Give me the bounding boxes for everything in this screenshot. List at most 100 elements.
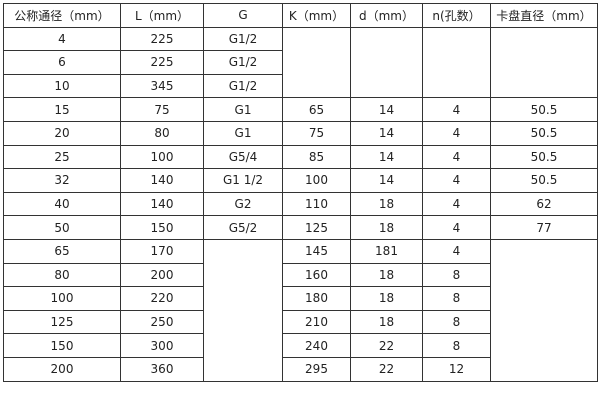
cell-d: 18 [350,215,423,240]
cell-nominal-diameter: 150 [3,333,121,358]
cell-length: 225 [120,50,204,75]
cell-k: 75 [282,120,351,146]
header-thread-g: G [203,3,283,28]
cell-thread-g: G1 [203,120,283,146]
cell-d: 14 [350,168,423,193]
cell-thread-g: G1/2 [203,50,283,75]
cell-length: 220 [120,286,204,311]
cell-length: 80 [120,120,204,146]
cell-d: 14 [350,144,423,170]
cell-length: 250 [120,309,204,335]
cell-hole-count: 4 [422,191,491,217]
cell-k [282,26,351,99]
cell-thread-g: G5/2 [203,215,283,240]
cell-nominal-diameter: 15 [3,97,121,122]
cell-hole-count: 8 [422,333,491,358]
table-row: 25 100 G5/4 85 14 4 50.5 [3,144,598,170]
cell-nominal-diameter: 100 [3,286,121,311]
cell-nominal-diameter: 25 [3,144,121,170]
cell-hole-count: 4 [422,215,491,240]
cell-hole-count: 4 [422,97,491,122]
cell-nominal-diameter: 20 [3,120,121,146]
table-row: 200 360 295 22 12 [3,356,598,382]
cell-chuck-diameter: 50.5 [490,144,598,170]
cell-nominal-diameter: 4 [3,26,121,52]
cell-k: 240 [282,333,351,358]
header-row: 公称通径（mm） L（mm） G K（mm） d（mm） n(孔数） 卡盘直径（mm） [3,3,598,28]
table-row: 40 140 G2 110 18 4 62 [3,191,598,217]
cell-d: 181 [350,238,423,264]
header-d: d（mm） [350,3,423,28]
cell-nominal-diameter: 6 [3,50,121,75]
cell-hole-count: 8 [422,286,491,311]
cell-length: 100 [120,144,204,170]
cell-chuck-diameter: 50.5 [490,168,598,193]
cell-d: 14 [350,120,423,146]
cell-length: 170 [120,238,204,264]
cell-d: 18 [350,286,423,311]
cell-nominal-diameter: 32 [3,168,121,193]
header-k: K（mm） [282,3,351,28]
cell-d: 18 [350,191,423,217]
cell-k: 180 [282,286,351,311]
cell-thread-g: G2 [203,191,283,217]
cell-hole-count: 8 [422,262,491,288]
cell-d: 18 [350,309,423,335]
cell-chuck-diameter [490,26,598,99]
cell-k: 100 [282,168,351,193]
table-row: 20 80 G1 75 14 4 50.5 [3,120,598,146]
cell-length: 150 [120,215,204,240]
cell-hole-count [422,26,491,99]
cell-length: 300 [120,333,204,358]
table-row: 150 300 240 22 8 [3,333,598,358]
cell-d: 18 [350,262,423,288]
cell-length: 140 [120,191,204,217]
cell-k: 295 [282,356,351,382]
cell-hole-count: 12 [422,356,491,382]
table-row: 15 75 G1 65 14 4 50.5 [3,97,598,122]
cell-thread-g: G1/2 [203,73,283,99]
table-row: 6 225 G1/2 [3,50,598,75]
cell-d: 22 [350,356,423,382]
cell-k: 160 [282,262,351,288]
cell-thread-g: G5/4 [203,144,283,170]
cell-chuck-diameter: 77 [490,215,598,240]
header-hole-count: n(孔数） [422,3,491,28]
cell-k: 145 [282,238,351,264]
header-chuck-diameter: 卡盘直径（mm） [490,3,598,28]
cell-thread-g: G1 1/2 [203,168,283,193]
specification-table: 公称通径（mm） L（mm） G K（mm） d（mm） n(孔数） 卡盘直径（mm） 4 22… [3,3,598,382]
cell-k: 85 [282,144,351,170]
cell-chuck-diameter: 50.5 [490,97,598,122]
cell-hole-count: 4 [422,238,491,264]
cell-k: 125 [282,215,351,240]
table-row: 100 220 180 18 8 [3,286,598,311]
cell-nominal-diameter: 50 [3,215,121,240]
cell-hole-count: 4 [422,168,491,193]
table-row: 50 150 G5/2 125 18 4 77 [3,215,598,240]
cell-d: 22 [350,333,423,358]
header-nominal-diameter: 公称通径（mm） [3,3,121,28]
cell-thread-g [203,238,283,382]
cell-nominal-diameter: 200 [3,356,121,382]
table-row: 80 200 160 18 8 [3,262,598,288]
cell-thread-g: G1/2 [203,26,283,52]
cell-hole-count: 4 [422,144,491,170]
cell-thread-g: G1 [203,97,283,122]
cell-length: 360 [120,356,204,382]
cell-length: 200 [120,262,204,288]
cell-chuck-diameter: 62 [490,191,598,217]
table-row: 65 170 145 181 4 [3,238,598,382]
cell-nominal-diameter: 65 [3,238,121,264]
cell-length: 345 [120,73,204,99]
cell-nominal-diameter: 40 [3,191,121,217]
table-row: 32 140 G1 1/2 100 14 4 50.5 [3,168,598,193]
cell-k: 210 [282,309,351,335]
cell-length: 75 [120,97,204,122]
cell-hole-count: 4 [422,120,491,146]
cell-chuck-diameter: 50.5 [490,120,598,146]
cell-length: 140 [120,168,204,193]
cell-nominal-diameter: 80 [3,262,121,288]
table-row: 4 225 G1/2 [3,26,598,99]
cell-hole-count: 8 [422,309,491,335]
